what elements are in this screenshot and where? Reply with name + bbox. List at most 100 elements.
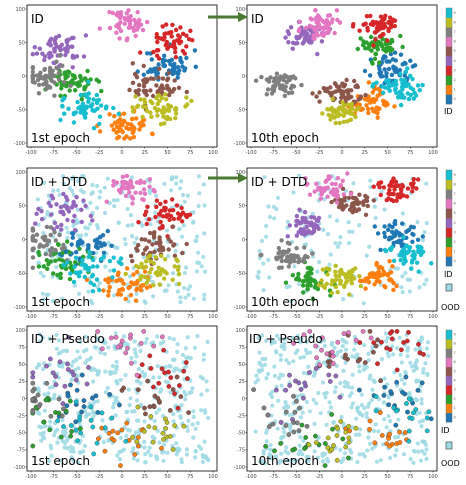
class-9-point: [111, 268, 117, 273]
class-7-point: [48, 225, 54, 230]
class-6-point: [320, 186, 325, 191]
ood-point: [143, 340, 148, 345]
class-6-point: [329, 349, 335, 355]
class-9-point: [97, 121, 102, 127]
ood-point: [267, 452, 272, 457]
class-9-point: [60, 104, 65, 109]
class-0-point: [192, 48, 198, 53]
ood-point: [119, 448, 125, 454]
ood-point: [413, 397, 418, 402]
class-9-point: [88, 280, 93, 285]
ood-point: [37, 332, 42, 337]
class-6-point: [304, 182, 309, 187]
class-3-point: [386, 28, 391, 34]
ood-point: [158, 389, 163, 394]
class-1-point: [372, 440, 378, 446]
class-5-point: [171, 243, 176, 248]
class-6-point: [119, 185, 125, 190]
class-4-point: [287, 383, 293, 388]
class-4-point: [70, 219, 76, 224]
ood-point: [115, 453, 120, 458]
ood-point: [257, 369, 262, 374]
ood-point: [179, 179, 184, 184]
x-tick-label: 50: [164, 314, 170, 320]
y-tick-label: -75: [237, 448, 245, 454]
class-9-point: [91, 282, 97, 288]
ood-point: [49, 453, 54, 458]
class-7-point: [51, 73, 57, 79]
ood-point: [74, 217, 79, 222]
class-1-point: [125, 266, 130, 271]
class-0-point: [387, 59, 392, 64]
class-3-point: [186, 37, 192, 42]
ood-point: [354, 354, 359, 359]
y-tick-label: -100: [234, 141, 245, 147]
class-4-point: [53, 374, 58, 379]
class-8-point: [325, 445, 331, 451]
class-6-point: [334, 8, 340, 13]
class-0-point: [65, 393, 71, 399]
ood-point: [202, 292, 207, 297]
class-8-point: [152, 425, 158, 431]
ood-point: [142, 445, 147, 450]
class-8-point: [162, 257, 168, 262]
class-8-point: [345, 274, 350, 280]
class-5-point: [340, 203, 345, 208]
class-7-point: [292, 259, 297, 264]
class-5-point: [176, 85, 182, 91]
class-1-point: [371, 99, 377, 105]
class-6-point: [117, 15, 123, 21]
class-3-point: [175, 211, 181, 216]
class-5-point: [180, 250, 185, 256]
class-0-point: [392, 233, 397, 239]
class-6-point: [127, 21, 133, 27]
ood-point: [272, 373, 277, 378]
ood-point: [196, 250, 201, 255]
class-5-point: [170, 387, 176, 392]
class-8-point: [329, 282, 334, 287]
ood-point: [195, 334, 200, 339]
class-5-point: [363, 92, 368, 98]
class-9-point: [73, 255, 79, 260]
ood-point: [417, 410, 422, 415]
class-7-point: [30, 265, 35, 270]
ood-point: [193, 238, 198, 243]
ood-point: [84, 232, 89, 237]
class-3-point: [138, 50, 143, 55]
colorbar-swatch: [446, 65, 452, 76]
ood-point: [328, 405, 333, 410]
class-8-point: [345, 119, 350, 124]
ood-point: [357, 369, 362, 374]
ood-point: [166, 283, 171, 288]
class-9-point: [61, 262, 66, 268]
class-5-point: [160, 76, 166, 81]
class-6-point: [133, 33, 138, 39]
class-4-point: [47, 356, 53, 362]
class-5-point: [160, 245, 165, 250]
class-6-point: [314, 26, 319, 31]
class-0-point: [155, 71, 160, 76]
class-0-point: [386, 66, 392, 72]
ood-point: [95, 226, 100, 231]
class-7-point: [265, 412, 271, 418]
ood-point: [350, 372, 355, 377]
ood-point: [124, 433, 129, 439]
ood-point: [186, 292, 191, 297]
class-7-point: [286, 264, 291, 269]
ood-point: [349, 405, 354, 410]
class-2-point: [67, 276, 73, 282]
class-3-point: [154, 204, 159, 210]
colorbar-swatch: [446, 366, 452, 377]
class-6-point: [118, 28, 124, 34]
class-5-point: [362, 360, 368, 365]
class-7-point: [286, 90, 291, 96]
class-0-point: [69, 242, 74, 247]
ood-point: [285, 219, 290, 224]
y-tick-label: 100: [235, 170, 245, 176]
ood-point: [200, 459, 206, 465]
class-4-point: [297, 221, 303, 226]
class-8-point: [330, 113, 335, 119]
class-4-point: [327, 379, 333, 384]
class-6-point: [312, 189, 317, 194]
class-8-point: [156, 265, 161, 270]
